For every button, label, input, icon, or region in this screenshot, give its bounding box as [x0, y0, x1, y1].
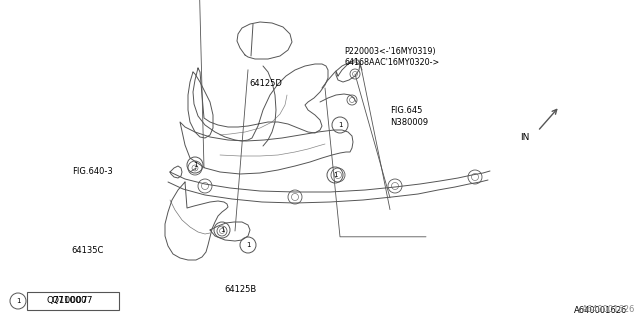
- Text: Q710007: Q710007: [46, 296, 88, 305]
- Text: 1: 1: [193, 162, 197, 168]
- Text: 64168AAC'16MY0320->: 64168AAC'16MY0320->: [344, 58, 440, 67]
- Text: IN: IN: [520, 133, 530, 142]
- Text: 1: 1: [220, 227, 224, 233]
- Text: 1: 1: [16, 298, 20, 304]
- Text: A640001626: A640001626: [574, 306, 627, 315]
- Text: Q710007: Q710007: [51, 297, 93, 306]
- Text: 64135C: 64135C: [72, 246, 104, 255]
- FancyBboxPatch shape: [27, 292, 119, 310]
- Text: 1: 1: [338, 122, 342, 128]
- Text: 64125D: 64125D: [250, 79, 282, 88]
- Text: 64125B: 64125B: [224, 285, 256, 294]
- Text: 1: 1: [246, 242, 250, 248]
- Text: A640001626: A640001626: [582, 306, 635, 315]
- Text: FIG.640-3: FIG.640-3: [72, 167, 113, 176]
- Text: N380009: N380009: [390, 118, 429, 127]
- Text: 1: 1: [333, 172, 337, 178]
- Text: FIG.645: FIG.645: [390, 106, 423, 115]
- Text: P220003<-'16MY0319): P220003<-'16MY0319): [344, 47, 436, 56]
